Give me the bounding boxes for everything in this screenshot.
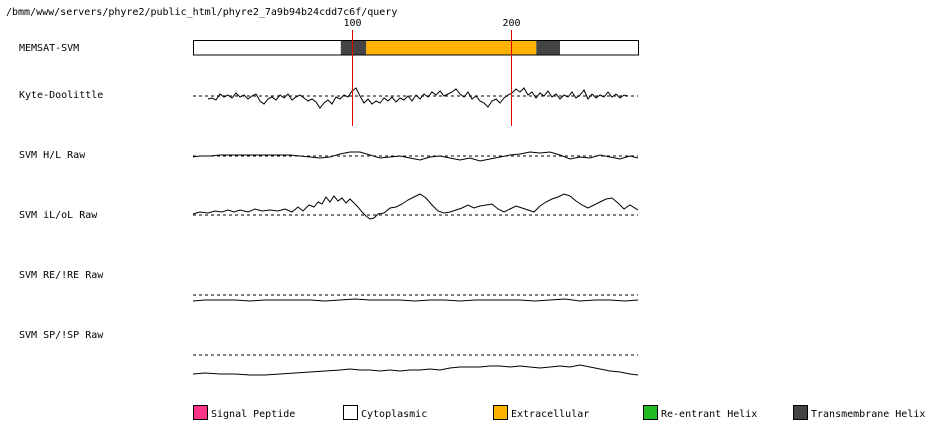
topology-bar [193, 40, 639, 56]
track-label-svm-il-ol-raw: SVM iL/oL Raw [19, 210, 98, 221]
trace-svm-re [192, 298, 639, 302]
topology-segment-transmembrane-helix-3 [536, 40, 561, 55]
topology-segment-extracellular-2 [366, 40, 537, 55]
trace-svm-il-ol [192, 193, 639, 220]
legend-swatch-signal-peptide [193, 405, 208, 420]
page-path-title: /bmm/www/servers/phyre2/public_html/phyr… [6, 7, 397, 18]
legend-swatch-re-entrant-helix [643, 405, 658, 420]
legend-swatch-transmembrane-helix [793, 405, 808, 420]
residue-marker-label-200: 200 [502, 18, 520, 29]
legend-label-re-entrant-helix: Re-entrant Helix [661, 409, 757, 420]
profile-traces [192, 87, 639, 376]
baselines [193, 95, 638, 356]
legend-swatch-cytoplasmic [343, 405, 358, 420]
track-label-svm-re-raw: SVM RE/!RE Raw [19, 270, 104, 281]
residue-marker-label-100: 100 [343, 18, 361, 29]
trace-svm-hl [192, 151, 639, 162]
residue-markers: 100 200 [343, 18, 521, 126]
topology-segment-cytoplasmic-0 [193, 40, 341, 55]
topology-segment-cytoplasmic-4 [560, 40, 638, 55]
topology-bar-outline [193, 40, 639, 56]
legend-label-extracellular: Extracellular [511, 409, 589, 420]
legend-swatch-extracellular [493, 405, 508, 420]
legend-label-cytoplasmic: Cytoplasmic [361, 409, 427, 420]
track-label-memsat-svm: MEMSAT-SVM [19, 43, 79, 54]
topology-segment-transmembrane-helix-1 [340, 40, 367, 55]
track-label-kyte-doolittle: Kyte-Doolittle [19, 90, 103, 101]
track-label-svm-hl-raw: SVM H/L Raw [19, 150, 86, 161]
legend-label-transmembrane-helix: Transmembrane Helix [811, 409, 925, 420]
trace-kyte-doolittle [207, 87, 629, 109]
legend: Signal Peptide Cytoplasmic Extracellular Re… [193, 405, 925, 420]
track-label-svm-sp-raw: SVM SP/!SP Raw [19, 330, 104, 341]
legend-label-signal-peptide: Signal Peptide [211, 409, 295, 420]
trace-svm-sp [192, 364, 639, 376]
